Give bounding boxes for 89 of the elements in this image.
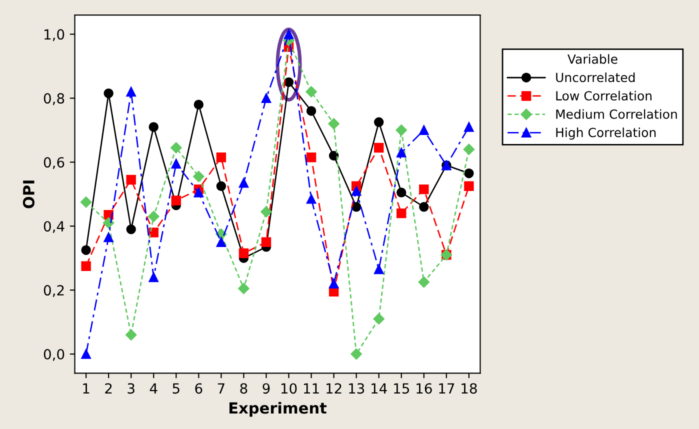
x-tick-label: 12 <box>326 383 342 394</box>
point <box>104 232 114 242</box>
x-tick-label: 11 <box>304 383 319 394</box>
point <box>464 181 474 191</box>
y-tick-label: 0,8 <box>44 93 64 106</box>
point <box>148 122 158 132</box>
x-tick-label: 14 <box>372 383 387 394</box>
point <box>261 93 272 104</box>
point <box>306 152 316 162</box>
point <box>126 224 136 234</box>
point <box>328 278 339 289</box>
point <box>464 122 474 132</box>
point <box>419 125 429 136</box>
x-axis-title: Experiment <box>229 402 327 417</box>
x-tick-label: 10 <box>281 383 297 394</box>
legend-label: High Correlation <box>556 128 656 140</box>
x-tick-label: 9 <box>262 383 270 394</box>
legend-title: Variable <box>568 54 618 64</box>
x-tick-label: 8 <box>240 383 248 394</box>
point <box>350 348 362 360</box>
point <box>238 248 249 258</box>
point <box>171 196 182 206</box>
x-tick-label: 17 <box>439 383 454 394</box>
x-tick-label: 3 <box>128 383 134 394</box>
point <box>81 245 91 255</box>
point <box>328 118 340 130</box>
x-tick-label: 18 <box>462 383 477 394</box>
point <box>171 158 182 169</box>
point <box>373 313 384 324</box>
point <box>148 272 158 282</box>
x-tick-label: 6 <box>195 383 202 394</box>
x-tick-label: 4 <box>150 383 158 394</box>
legend-label: Low Correlation <box>556 90 652 101</box>
point <box>306 106 316 116</box>
x-tick-label: 15 <box>394 383 410 394</box>
legend-label: Uncorrelated <box>556 72 635 82</box>
legend-label: Medium Correlation <box>556 109 677 119</box>
point <box>351 202 362 212</box>
y-tick-label: 0,6 <box>44 157 64 170</box>
point <box>284 77 294 88</box>
point <box>216 237 226 247</box>
point <box>306 86 317 98</box>
point <box>238 282 250 294</box>
point <box>260 206 272 218</box>
point <box>284 29 294 40</box>
point <box>396 148 406 158</box>
point <box>216 181 226 191</box>
point <box>81 261 91 271</box>
point <box>374 142 384 153</box>
point <box>194 100 204 110</box>
point <box>306 194 316 204</box>
point <box>396 124 407 136</box>
x-tick-label: 5 <box>172 383 180 394</box>
x-tick-label: 16 <box>416 383 432 394</box>
point <box>81 349 91 359</box>
point <box>328 150 339 161</box>
point <box>396 188 406 198</box>
point <box>126 174 136 185</box>
point <box>419 184 429 194</box>
point <box>261 237 272 247</box>
y-axis-title: OPI <box>22 180 34 208</box>
point <box>351 186 362 196</box>
point <box>126 86 136 97</box>
point <box>374 264 384 274</box>
y-tick-label: 1,0 <box>44 29 64 42</box>
x-tick-label: 2 <box>105 383 112 394</box>
point <box>193 170 204 182</box>
point <box>148 210 160 222</box>
point <box>216 152 226 162</box>
point <box>102 217 114 229</box>
x-tick-label: 1 <box>83 383 90 394</box>
point <box>170 142 182 154</box>
y-tick-label: 0,2 <box>44 285 64 297</box>
point <box>80 196 92 208</box>
point <box>104 88 114 98</box>
point <box>125 329 137 340</box>
point <box>464 168 474 178</box>
y-tick-label: 0,4 <box>44 221 64 233</box>
point <box>374 117 384 128</box>
y-tick-label: 0,0 <box>44 349 64 361</box>
point <box>463 144 475 155</box>
point <box>148 228 158 238</box>
point <box>238 178 249 188</box>
point <box>419 202 429 212</box>
x-tick-label: 13 <box>349 383 364 394</box>
point <box>396 208 406 218</box>
point <box>418 276 430 288</box>
point <box>194 188 204 198</box>
x-tick-label: 7 <box>218 383 224 394</box>
